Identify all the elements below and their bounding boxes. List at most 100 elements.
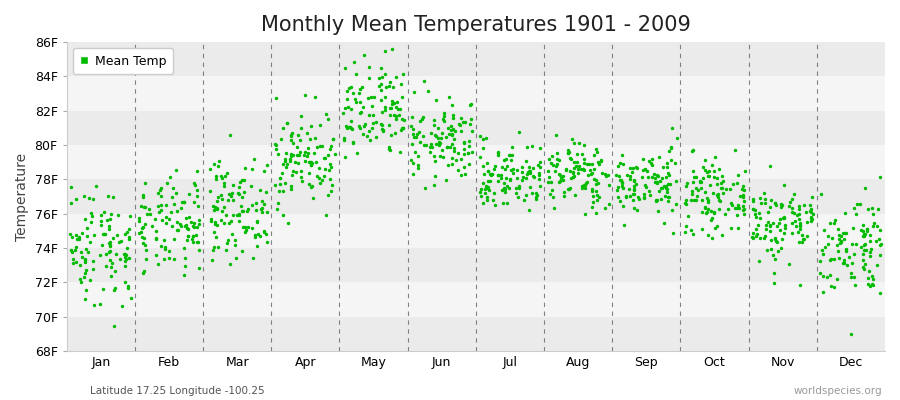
Point	[369, 134, 383, 140]
Point	[476, 145, 491, 151]
Point	[585, 204, 599, 210]
Point	[736, 182, 751, 189]
Point	[228, 242, 242, 248]
Point	[464, 116, 478, 122]
Point	[713, 198, 727, 204]
Point	[836, 260, 850, 266]
Point	[304, 184, 319, 190]
Point	[512, 128, 526, 135]
Point	[285, 172, 300, 178]
Point	[315, 143, 329, 149]
Point	[863, 252, 878, 259]
Point	[404, 122, 419, 129]
Point	[79, 266, 94, 273]
Point	[433, 153, 447, 160]
Point	[763, 162, 778, 169]
Point	[220, 212, 234, 218]
Point	[445, 132, 459, 138]
Point	[658, 192, 672, 199]
Point	[523, 170, 537, 176]
Point	[274, 136, 288, 142]
Point	[768, 200, 782, 206]
Point	[511, 182, 526, 189]
Point	[843, 274, 858, 280]
Point	[214, 172, 229, 179]
Point	[795, 239, 809, 246]
Point	[312, 122, 327, 129]
Point	[796, 236, 811, 242]
Point	[704, 208, 718, 214]
Point	[192, 217, 206, 223]
Point	[474, 186, 489, 192]
Point	[78, 246, 93, 252]
Point	[159, 214, 174, 220]
Point	[463, 138, 477, 144]
Point	[254, 206, 268, 212]
Point	[142, 206, 157, 212]
Point	[660, 160, 674, 166]
Point	[575, 183, 590, 190]
Point	[113, 256, 128, 262]
Point	[104, 273, 119, 279]
Point	[383, 146, 398, 153]
Point	[651, 208, 665, 214]
Point	[650, 179, 664, 186]
Point	[793, 223, 807, 230]
Point	[853, 201, 868, 207]
Bar	[67, 42, 885, 76]
Point	[248, 234, 263, 241]
Point	[346, 90, 360, 96]
Point	[662, 194, 676, 200]
Point	[764, 246, 778, 252]
Point	[206, 202, 220, 209]
Point	[832, 255, 846, 262]
Point	[601, 172, 616, 178]
Point	[775, 236, 789, 242]
Point	[350, 150, 365, 156]
Point	[546, 205, 561, 211]
Point	[432, 142, 446, 148]
Point	[699, 210, 714, 216]
Point	[567, 158, 581, 165]
Point	[849, 211, 863, 218]
Point	[102, 226, 116, 232]
Point	[623, 172, 637, 179]
Point	[218, 172, 232, 179]
Point	[355, 109, 369, 115]
Point	[666, 230, 680, 236]
Point	[246, 255, 260, 262]
Point	[768, 235, 782, 242]
Point	[222, 261, 237, 267]
Point	[396, 125, 410, 132]
Point	[634, 174, 649, 180]
Point	[564, 175, 579, 182]
Point	[785, 196, 799, 202]
Point	[104, 260, 119, 266]
Bar	[67, 282, 885, 317]
Point	[598, 204, 612, 211]
Point	[153, 187, 167, 193]
Point	[698, 189, 712, 195]
Point	[685, 191, 699, 197]
Point	[318, 155, 332, 161]
Point	[76, 193, 91, 200]
Point	[528, 190, 543, 196]
Point	[300, 153, 314, 160]
Bar	[67, 111, 885, 145]
Point	[824, 283, 839, 290]
Point	[636, 167, 651, 174]
Point	[579, 185, 593, 191]
Point	[102, 248, 116, 255]
Point	[273, 175, 287, 182]
Point	[532, 170, 546, 176]
Point	[693, 178, 707, 184]
Point	[454, 156, 468, 162]
Point	[269, 142, 284, 148]
Point	[637, 166, 652, 172]
Point	[626, 186, 641, 192]
Point	[374, 74, 389, 80]
Point	[186, 224, 201, 230]
Point	[436, 113, 451, 120]
Point	[306, 150, 320, 156]
Point	[821, 241, 835, 248]
